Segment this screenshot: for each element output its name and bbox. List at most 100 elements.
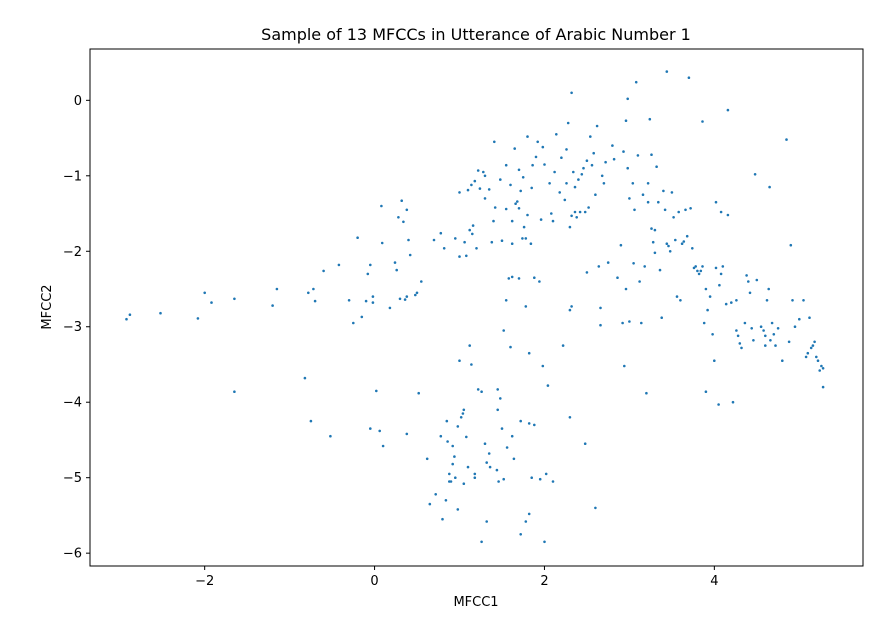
data-point-231 — [634, 80, 638, 84]
data-point-295 — [735, 299, 738, 302]
data-point-136 — [517, 207, 521, 210]
data-point-286 — [718, 283, 721, 287]
data-point-175 — [555, 133, 558, 136]
data-point-67 — [454, 476, 457, 480]
data-point-174 — [553, 170, 556, 174]
data-point-316 — [770, 321, 774, 325]
data-point-194 — [578, 210, 582, 214]
data-point-114 — [497, 480, 500, 483]
data-point-293 — [730, 301, 733, 304]
data-point-161 — [538, 280, 541, 283]
data-point-335 — [816, 359, 820, 363]
data-point-32 — [381, 444, 385, 448]
data-point-128 — [510, 434, 514, 438]
data-point-26 — [371, 295, 375, 298]
data-point-87 — [471, 232, 474, 236]
data-point-77 — [462, 408, 466, 412]
data-point-266 — [687, 76, 691, 79]
data-point-261 — [679, 299, 682, 302]
data-point-104 — [487, 188, 491, 191]
data-point-83 — [468, 344, 472, 347]
data-point-296 — [735, 329, 738, 332]
data-point-12 — [307, 291, 310, 295]
data-point-109 — [493, 140, 496, 144]
data-point-265 — [685, 234, 689, 238]
data-point-70 — [456, 508, 460, 511]
data-point-331 — [809, 346, 813, 350]
data-point-239 — [646, 182, 650, 185]
data-point-146 — [524, 305, 528, 308]
data-point-259 — [675, 295, 679, 298]
data-point-280 — [708, 295, 712, 298]
data-point-46 — [414, 293, 417, 297]
data-point-64 — [451, 462, 455, 466]
data-point-222 — [624, 287, 628, 291]
data-point-36 — [397, 216, 400, 219]
data-point-15 — [322, 269, 325, 273]
data-point-201 — [587, 206, 590, 209]
data-point-117 — [500, 427, 504, 430]
data-point-9 — [275, 287, 279, 291]
data-point-171 — [550, 212, 553, 215]
data-point-324 — [791, 299, 794, 302]
data-point-141 — [519, 419, 522, 423]
data-point-304 — [750, 327, 753, 330]
data-point-73 — [458, 191, 461, 194]
data-point-271 — [696, 269, 699, 273]
data-point-65 — [451, 444, 455, 448]
data-point-144 — [522, 225, 526, 229]
data-point-115 — [499, 178, 502, 181]
data-point-272 — [697, 272, 701, 276]
data-point-199 — [585, 159, 589, 162]
y-tick-label: 0 — [74, 94, 82, 109]
data-point-334 — [815, 355, 818, 359]
data-point-22 — [364, 299, 368, 303]
data-point-322 — [787, 340, 791, 344]
data-point-68 — [454, 237, 457, 240]
data-point-247 — [657, 200, 660, 204]
data-point-39 — [402, 220, 405, 224]
data-point-135 — [516, 200, 519, 203]
data-point-291 — [726, 213, 730, 217]
data-point-93 — [476, 169, 480, 172]
data-point-255 — [668, 250, 672, 253]
data-point-16 — [329, 434, 332, 438]
data-point-75 — [461, 412, 465, 415]
data-point-0 — [125, 317, 128, 321]
data-point-122 — [504, 207, 508, 211]
data-point-290 — [724, 302, 728, 306]
data-point-111 — [495, 468, 499, 472]
data-point-337 — [820, 364, 823, 368]
data-point-6 — [233, 297, 236, 301]
data-point-200 — [585, 271, 589, 274]
data-point-31 — [380, 241, 384, 245]
chart-title: Sample of 13 MFCCs in Utterance of Arabi… — [261, 25, 691, 44]
data-point-240 — [648, 117, 652, 121]
data-point-176 — [558, 191, 561, 194]
data-point-142 — [521, 237, 524, 240]
data-point-37 — [398, 297, 402, 301]
data-point-61 — [448, 472, 451, 476]
data-point-10 — [303, 376, 307, 380]
data-point-145 — [524, 237, 528, 240]
data-point-215 — [611, 144, 614, 147]
data-point-94 — [476, 388, 480, 391]
x-axis-ticks: −2 0 2 4 — [195, 566, 718, 589]
data-point-147 — [524, 520, 528, 523]
data-point-50 — [425, 457, 429, 461]
data-point-14 — [313, 299, 317, 303]
data-point-210 — [599, 323, 602, 327]
data-point-228 — [631, 182, 635, 185]
data-point-148 — [526, 135, 529, 138]
data-point-264 — [684, 208, 687, 212]
data-point-42 — [405, 295, 409, 298]
data-point-315 — [769, 339, 772, 342]
data-point-221 — [623, 364, 626, 368]
data-point-303 — [748, 291, 752, 295]
data-point-219 — [621, 321, 624, 325]
data-point-24 — [369, 263, 372, 267]
data-point-90 — [473, 476, 477, 480]
data-point-85 — [470, 183, 473, 187]
data-point-23 — [366, 272, 370, 276]
data-point-243 — [651, 240, 655, 244]
